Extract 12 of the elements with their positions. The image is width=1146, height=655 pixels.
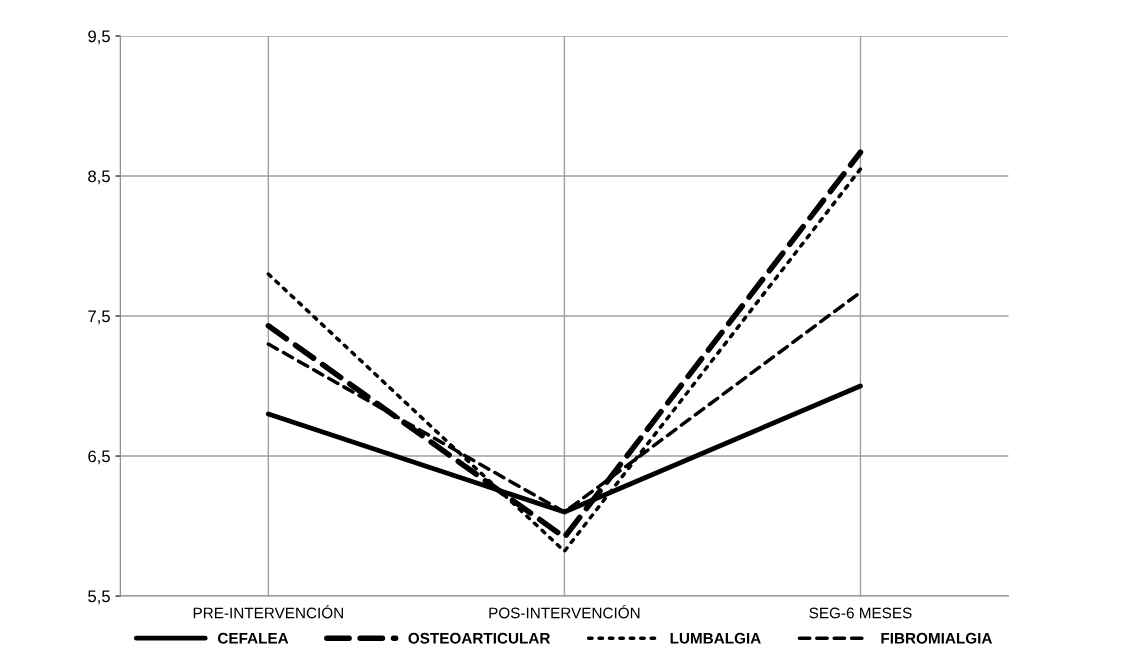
legend-label: OSTEOARTICULAR <box>408 632 551 644</box>
legend-label: CEFALEA <box>217 632 289 644</box>
x-tick-label: SEG-6 MESES <box>809 607 912 619</box>
x-tick-label: PRE-INTERVENCIÓN <box>193 604 343 619</box>
y-tick-label: 5,5 <box>88 590 110 605</box>
legend-label: LUMBALGIA <box>670 632 761 644</box>
y-tick-label: 6,5 <box>88 450 110 465</box>
y-tick-label: 9,5 <box>88 30 110 45</box>
legend-label: FIBROMIALGIA <box>881 632 993 644</box>
y-tick-label: 8,5 <box>88 170 110 185</box>
x-tick-label: POS-INTERVENCIÓN <box>489 604 640 619</box>
y-tick-label: 7,5 <box>88 310 110 325</box>
